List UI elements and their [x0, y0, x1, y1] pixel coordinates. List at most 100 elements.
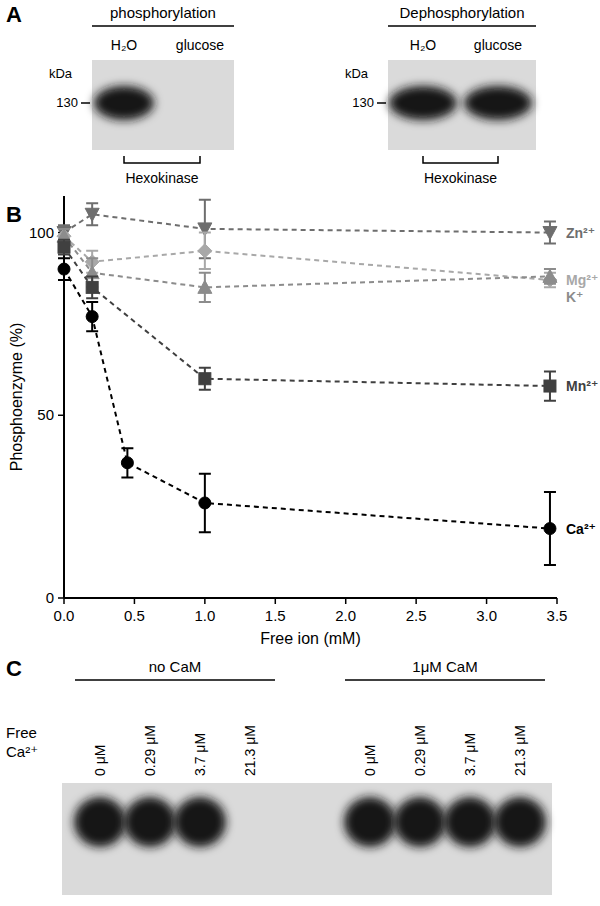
- series: [57, 229, 557, 287]
- x-axis-title: Free ion (mM): [260, 630, 360, 647]
- panel-c: CFreeCa²⁺no CaM0 μM0.29 μM3.7 μM21.3 μM1…: [6, 656, 552, 895]
- point: [86, 281, 98, 293]
- error-bar: [544, 492, 556, 565]
- lane-label: 3.7 μM: [192, 733, 208, 776]
- point: [199, 373, 211, 385]
- point: [198, 244, 212, 258]
- marker-label: 130: [352, 95, 374, 110]
- x-tick: [275, 598, 277, 604]
- panel-a: AphosphorylationH₂OglucosekDa130Hexokina…: [6, 2, 536, 186]
- x-tick-label: 1.0: [194, 607, 215, 624]
- series-line: [64, 247, 550, 386]
- gel-band: [444, 797, 496, 847]
- gel-band: [74, 797, 126, 847]
- gel-band: [174, 797, 226, 847]
- x-tick: [486, 598, 488, 604]
- gel-band: [464, 86, 532, 120]
- unit-label: kDa: [49, 66, 73, 81]
- series-label: Mg²⁺: [566, 272, 598, 288]
- series: [57, 200, 557, 258]
- bracket-label: Hexokinase: [424, 170, 497, 186]
- x-tick: [415, 598, 417, 604]
- y-tick-label: 0: [46, 589, 54, 606]
- lane-label: 21.3 μM: [242, 725, 258, 776]
- panel-b: B0.00.51.01.52.02.53.03.5050100Free ion …: [6, 196, 598, 647]
- lane-label: H₂O: [111, 37, 138, 53]
- x-tick-label: 3.0: [476, 607, 497, 624]
- gel-band: [94, 86, 154, 120]
- y-axis-title: Phosphoenzyme (%): [8, 323, 25, 472]
- error-bar: [544, 222, 556, 244]
- series-line: [64, 236, 550, 287]
- series: [58, 240, 556, 401]
- x-tick-label: 0.5: [124, 607, 145, 624]
- group-title: 1μM CaM: [412, 658, 477, 675]
- point: [86, 311, 98, 323]
- lane-label: glucose: [474, 37, 522, 53]
- figure: AphosphorylationH₂OglucosekDa130Hexokina…: [0, 0, 600, 906]
- row-label: Free: [6, 724, 37, 741]
- plot-area: [57, 200, 557, 565]
- bracket: [124, 156, 200, 163]
- y-tick-label: 100: [29, 224, 54, 241]
- gel-band: [389, 86, 457, 120]
- x-tick: [345, 598, 347, 604]
- lane-label: 3.7 μM: [462, 733, 478, 776]
- gel-band: [344, 797, 396, 847]
- error-bar: [58, 240, 70, 255]
- series-label: Zn²⁺: [566, 225, 595, 241]
- error-bar: [199, 273, 211, 302]
- error-bar: [199, 368, 211, 390]
- bracket: [423, 156, 498, 163]
- x-tick-label: 2.5: [406, 607, 427, 624]
- y-tick: [58, 597, 64, 599]
- point: [58, 263, 70, 275]
- x-tick-label: 0.0: [54, 607, 75, 624]
- point: [544, 380, 556, 392]
- x-tick-label: 2.0: [335, 607, 356, 624]
- panel-label: C: [6, 656, 22, 681]
- gel-title: Dephosphorylation: [399, 4, 524, 21]
- series-line: [64, 236, 550, 280]
- error-bar: [199, 233, 211, 270]
- x-tick: [556, 598, 558, 604]
- lane-label: H₂O: [410, 37, 437, 53]
- gel: Dephosphorylation H₂O glucose kDa 130 Hexokin…: [345, 4, 536, 186]
- error-bar: [86, 203, 98, 225]
- y-tick-label: 50: [37, 406, 54, 423]
- lane-label: 0 μM: [92, 745, 108, 776]
- x-tick: [204, 598, 206, 604]
- series-line: [64, 269, 550, 528]
- gel-band: [494, 797, 546, 847]
- error-bar: [199, 200, 211, 258]
- lane-label: 0.29 μM: [142, 725, 158, 776]
- lane-label: 0.29 μM: [412, 725, 428, 776]
- panel-label: B: [6, 202, 22, 227]
- error-bar: [86, 276, 98, 298]
- title-rule: [92, 25, 234, 27]
- error-bar: [544, 269, 556, 284]
- bracket-label: Hexokinase: [125, 170, 198, 186]
- title-rule: [345, 679, 545, 681]
- x-tick: [63, 598, 65, 604]
- point: [121, 457, 133, 469]
- marker-tick: [81, 102, 90, 104]
- panel-label: A: [6, 2, 22, 27]
- lane-label: glucose: [176, 37, 224, 53]
- y-tick: [58, 415, 64, 417]
- error-bar: [86, 302, 98, 331]
- error-bar: [58, 258, 70, 280]
- lane-label: 0 μM: [362, 745, 378, 776]
- error-bar: [121, 448, 133, 477]
- y-axis: [63, 196, 65, 598]
- gel-background: [62, 783, 552, 895]
- unit-label: kDa: [345, 66, 369, 81]
- point: [543, 227, 557, 240]
- error-bar: [544, 371, 556, 400]
- lane-label: 21.3 μM: [512, 725, 528, 776]
- point: [544, 523, 556, 535]
- x-tick: [134, 598, 136, 604]
- x-axis: [64, 597, 557, 599]
- x-tick-label: 1.5: [265, 607, 286, 624]
- gel-band: [124, 797, 176, 847]
